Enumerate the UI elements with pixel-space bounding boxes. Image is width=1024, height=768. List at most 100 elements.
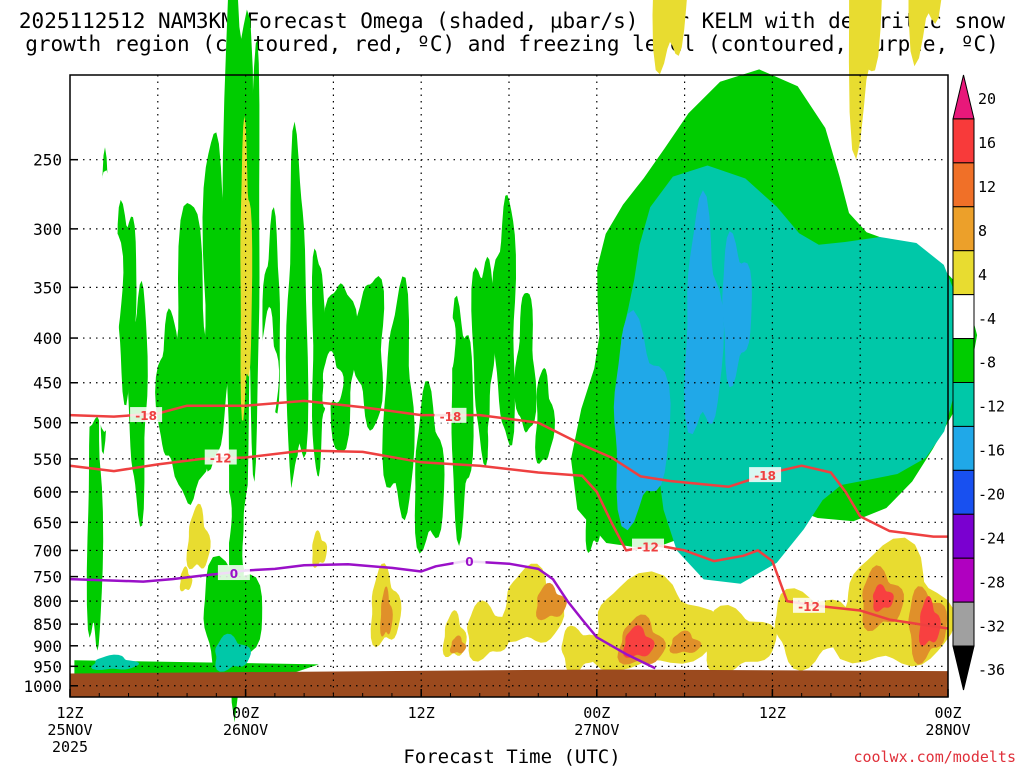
credit-link[interactable]: coolwx.com/modelts (853, 748, 1016, 766)
dgz-contour-minus18-label: -18 (440, 410, 462, 424)
y-tick-label: 500 (33, 414, 62, 433)
x-tick-label: 12Z (56, 704, 83, 722)
y-tick-label: 300 (33, 220, 62, 239)
omega-contour-fill-green (312, 248, 328, 477)
omega-contour-fill-yellow (499, 563, 565, 643)
colorbar-label: 16 (978, 134, 996, 152)
colorbar-band (952, 338, 975, 384)
omega-contour-fill-cyan (722, 231, 752, 388)
freezing-level-contour-label: 0 (230, 567, 238, 581)
dgz-contour-minus12-label-bg (632, 538, 665, 554)
ground-fill (70, 669, 948, 697)
omega-contour-fill-red (872, 584, 894, 612)
x-tick-label: 00Z (232, 704, 259, 722)
x-tick-label: 00Z (583, 704, 610, 722)
x-tick-label: 27NOV (574, 721, 619, 739)
y-tick-label: 950 (33, 657, 62, 676)
colorbar-bottom-arrow (952, 645, 975, 691)
contour-lines: -18 -18 -18 -12 -12 -12 0 0 (69, 399, 949, 670)
omega-contour-fill-green (351, 276, 385, 431)
colorbar-top-arrow (952, 74, 975, 120)
omega-contour-fill-green (285, 121, 309, 495)
freezing-level-contour-label: 0 (465, 555, 473, 569)
omega-contour-fill-green (169, 203, 213, 505)
colorbar-label: 8 (978, 222, 987, 240)
colorbar-band (952, 382, 975, 427)
y-tick-label: 1000 (23, 677, 62, 696)
dgz-contour-minus12-label: -12 (798, 600, 820, 614)
colorbar-band (952, 513, 975, 559)
y-tick-label: 400 (33, 329, 62, 348)
freezing-level-contour-label-bg (217, 565, 250, 581)
omega-contour-fill-yellow (702, 605, 777, 676)
omega-contour-fill-yellow (561, 625, 599, 675)
omega-contour-fill-teal (215, 633, 251, 672)
y-tick-label: 750 (33, 568, 62, 587)
y-tick-label: 650 (33, 513, 62, 532)
omega-contour-fill-white (259, 306, 280, 420)
omega-contour-fill-white (218, 456, 232, 548)
omega-contour-fill-green (323, 283, 358, 452)
y-tick-label: 350 (33, 278, 62, 297)
omega-contour-fill-yellow (179, 566, 193, 592)
dgz-contour-minus18-label-bg (434, 407, 467, 423)
omega-contour-fill-teal (619, 165, 959, 584)
omega-contour-fill-green (514, 293, 537, 433)
y-tick-label: 800 (33, 592, 62, 611)
x-tick-label: 12Z (408, 704, 435, 722)
y-tick-label: 850 (33, 615, 62, 634)
colorbar-band (952, 601, 975, 647)
omega-contour-fill-green (382, 276, 415, 521)
freezing-level-contour-line (69, 559, 656, 670)
dgz-contour-minus18-label: -18 (135, 409, 157, 423)
colorbar-band (952, 425, 975, 471)
colorbar-label: -32 (978, 617, 1005, 635)
omega-contour-fill-yellow (467, 600, 512, 662)
colorbar-label: -8 (978, 354, 996, 372)
omega-contour-fill-yellow (908, 0, 942, 67)
omega-contour-fill-green (491, 194, 516, 446)
colorbar-band (952, 206, 975, 252)
y-axis: 250 300 350 400 450 500 550 600 650 700 750 800 850 9… (23, 151, 78, 696)
dgz-contour-minus18-label-bg (749, 467, 782, 483)
omega-contour-fill-yellow (186, 503, 211, 570)
omega-contour-fill-green (585, 456, 603, 553)
colorbar-band (952, 118, 975, 164)
omega-contour-fill-orange (669, 630, 702, 654)
omega-contour-fill-cyan (684, 190, 724, 435)
omega-contour-fill-red (622, 625, 655, 658)
omega-contour-fill-yellow (312, 530, 328, 568)
omega-contour-fill-green (202, 132, 235, 472)
colorbar-label: -28 (978, 573, 1005, 591)
colorbar-band (952, 162, 975, 208)
colorbar-label: -12 (978, 398, 1005, 416)
dgz-contour-minus18-label: -18 (754, 469, 776, 483)
dgz-contour-minus12-label: -12 (637, 541, 659, 555)
x-tick-label: 00Z (934, 704, 961, 722)
colorbar-label: -24 (978, 529, 1005, 547)
x-tick-label: 26NOV (223, 721, 268, 739)
dgz-contour-minus18-line (69, 399, 948, 538)
x-tick-label: 25NOV (47, 721, 92, 739)
omega-contour-fill-white (289, 454, 309, 560)
omega-contour-fill-green (414, 381, 445, 554)
omega-contour-fill-green (127, 280, 148, 527)
omega-contour-fill-yellow (240, 116, 253, 421)
omega-contour-fill-orange (449, 635, 467, 654)
y-tick-label: 250 (33, 151, 62, 170)
omega-contour-fill-yellow (848, 0, 882, 160)
omega-contour-fill-yellow (652, 0, 687, 75)
omega-shading (74, 0, 978, 723)
y-tick-label: 900 (33, 637, 62, 656)
colorbar: 20 16 12 8 4 -4 -8 -12 -16 -20 -24 -28 -32 -36 (952, 74, 1005, 691)
x-tick-label: 2025 (52, 738, 88, 756)
colorbar-label: 4 (978, 266, 987, 284)
dgz-contour-minus12-label-bg (792, 597, 825, 613)
colorbar-band (952, 294, 975, 340)
colorbar-label: 12 (978, 178, 996, 196)
colorbar-band (952, 250, 975, 296)
ground-surface (70, 669, 948, 697)
omega-contour-fill-white (322, 351, 344, 409)
colorbar-band (952, 469, 975, 515)
